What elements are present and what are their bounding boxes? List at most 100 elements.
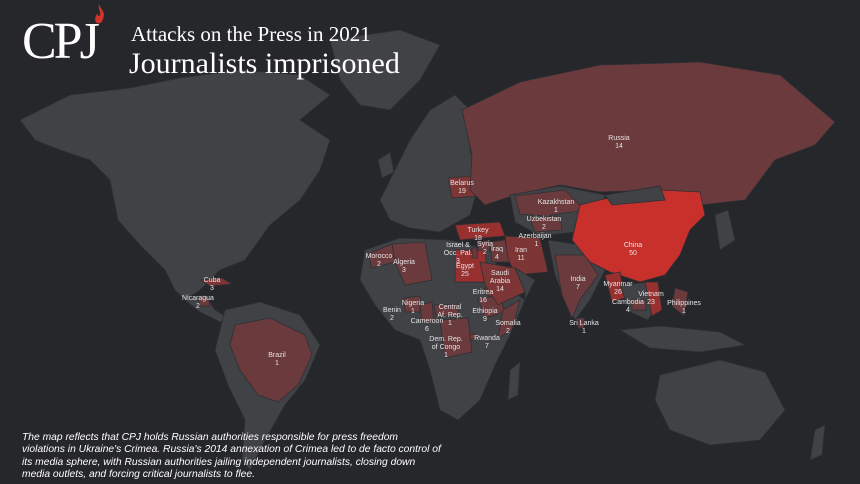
country-count: 19	[458, 188, 466, 195]
indonesia	[618, 325, 747, 353]
country-name: Belarus	[450, 180, 474, 187]
country-count: 2	[377, 261, 381, 268]
country-name: Algeria	[393, 259, 415, 266]
somalia-shape	[497, 299, 521, 339]
country-count: 1	[275, 360, 279, 367]
country-count: 3	[402, 267, 406, 274]
russia-shape	[461, 61, 836, 206]
country-label: Rwanda 7	[474, 335, 500, 351]
flame-icon	[95, 4, 104, 24]
country-name: Sri Lanka	[569, 320, 599, 327]
country-count: 2	[390, 315, 394, 322]
arabia-rest	[514, 267, 536, 301]
country-count: 4	[495, 254, 499, 261]
country-name: Cuba	[203, 277, 221, 284]
country-count: 1	[682, 308, 686, 315]
country-count: 2	[196, 303, 200, 310]
country-label: Azerbaijan 1	[518, 233, 551, 249]
cuba-shape	[198, 277, 234, 287]
country-count: 9	[483, 316, 487, 323]
country-count: 1	[411, 308, 415, 315]
country-label: Sri Lanka 1	[569, 320, 599, 336]
country-name: Iran	[514, 247, 528, 254]
country-label: Russia 14	[608, 135, 629, 151]
country-label: Saudi Arabia 14	[487, 270, 513, 294]
country-count: 7	[485, 343, 489, 350]
country-count: 3	[456, 258, 460, 265]
country-count: 23	[647, 299, 655, 306]
madagascar	[507, 361, 521, 401]
country-label: Dem. Rep. of Congo 1	[429, 336, 463, 360]
country-name: Saudi Arabia	[489, 270, 511, 285]
footnote: The map reflects that CPJ holds Russian …	[22, 432, 441, 481]
uzbekistan-shape	[529, 215, 563, 233]
country-name: Central Af. Rep.	[437, 304, 463, 319]
country-name: China	[623, 242, 643, 249]
country-count: 7	[576, 284, 580, 291]
syria-shape	[477, 239, 491, 251]
country-label: Vietnam 23	[638, 291, 664, 307]
iran-shape	[504, 235, 549, 276]
philippines-shape	[671, 287, 689, 317]
country-label: Cambodia 4	[612, 299, 644, 315]
country-count: 2	[506, 328, 510, 335]
country-count: 50	[629, 250, 637, 257]
country-label: Brazil 1	[268, 352, 286, 368]
country-label: Iran 11	[515, 247, 527, 263]
country-label: Morocco 2	[366, 253, 393, 269]
kazakhstan-shape	[514, 189, 586, 217]
country-name: India	[570, 276, 586, 283]
mongolia	[604, 185, 666, 206]
country-label: Egypt 25	[456, 263, 474, 279]
country-count: 16	[479, 297, 487, 304]
country-label: Belarus 19	[450, 180, 474, 196]
cpj-logo: CPJ	[22, 13, 100, 70]
country-count: 2	[542, 224, 546, 231]
australia	[654, 359, 786, 446]
country-name: Syria	[477, 241, 493, 248]
country-label: Philippines 1	[667, 300, 701, 316]
map-subtitle: Journalists imprisoned	[129, 47, 400, 80]
country-count: 11	[517, 255, 525, 262]
country-label: Eritrea 16	[473, 289, 494, 305]
japan	[714, 209, 736, 251]
country-label: Nicaragua 2	[182, 295, 214, 311]
country-name: Rwanda	[474, 335, 500, 342]
country-label: India 7	[570, 276, 585, 292]
country-name: Nigeria	[401, 300, 425, 307]
country-label: Central Af. Rep. 1	[436, 304, 464, 328]
cameroon-shape	[419, 301, 435, 323]
country-name: Vietnam	[638, 291, 664, 298]
country-label: Algeria 3	[393, 259, 415, 275]
country-label: Ethiopia 9	[472, 308, 497, 324]
israel-shape	[471, 247, 478, 259]
car-shape	[433, 303, 459, 317]
country-name: Israel & Occ. Pal.	[443, 242, 473, 257]
country-count: 4	[626, 307, 630, 314]
map-title: Attacks on the Press in 2021	[131, 22, 371, 46]
brazil-shape	[229, 317, 313, 403]
country-count: 6	[425, 326, 429, 333]
nicaragua-shape	[197, 295, 211, 307]
country-label: Cameroon 6	[411, 318, 444, 334]
country-name: Brazil	[268, 352, 286, 359]
country-name: Cambodia	[612, 299, 644, 306]
country-count: 1	[448, 320, 452, 327]
country-count: 1	[554, 207, 558, 214]
country-count: 1	[582, 328, 586, 335]
country-name: Morocco	[365, 253, 393, 260]
sri-lanka-shape	[577, 317, 585, 329]
country-name: Iraq	[490, 246, 504, 253]
country-label: Turkey 18	[467, 227, 488, 243]
country-name: Eritrea	[472, 289, 494, 296]
country-label: Benin 2	[383, 307, 401, 323]
country-name: Somalia	[495, 320, 521, 327]
uk-island	[377, 151, 395, 179]
rwanda-shape	[469, 333, 476, 340]
drc-shape	[439, 317, 473, 359]
country-name: Cameroon	[410, 318, 444, 325]
country-label: Nigeria 1	[402, 300, 424, 316]
greenland	[329, 29, 441, 111]
country-name: Egypt	[456, 263, 474, 270]
